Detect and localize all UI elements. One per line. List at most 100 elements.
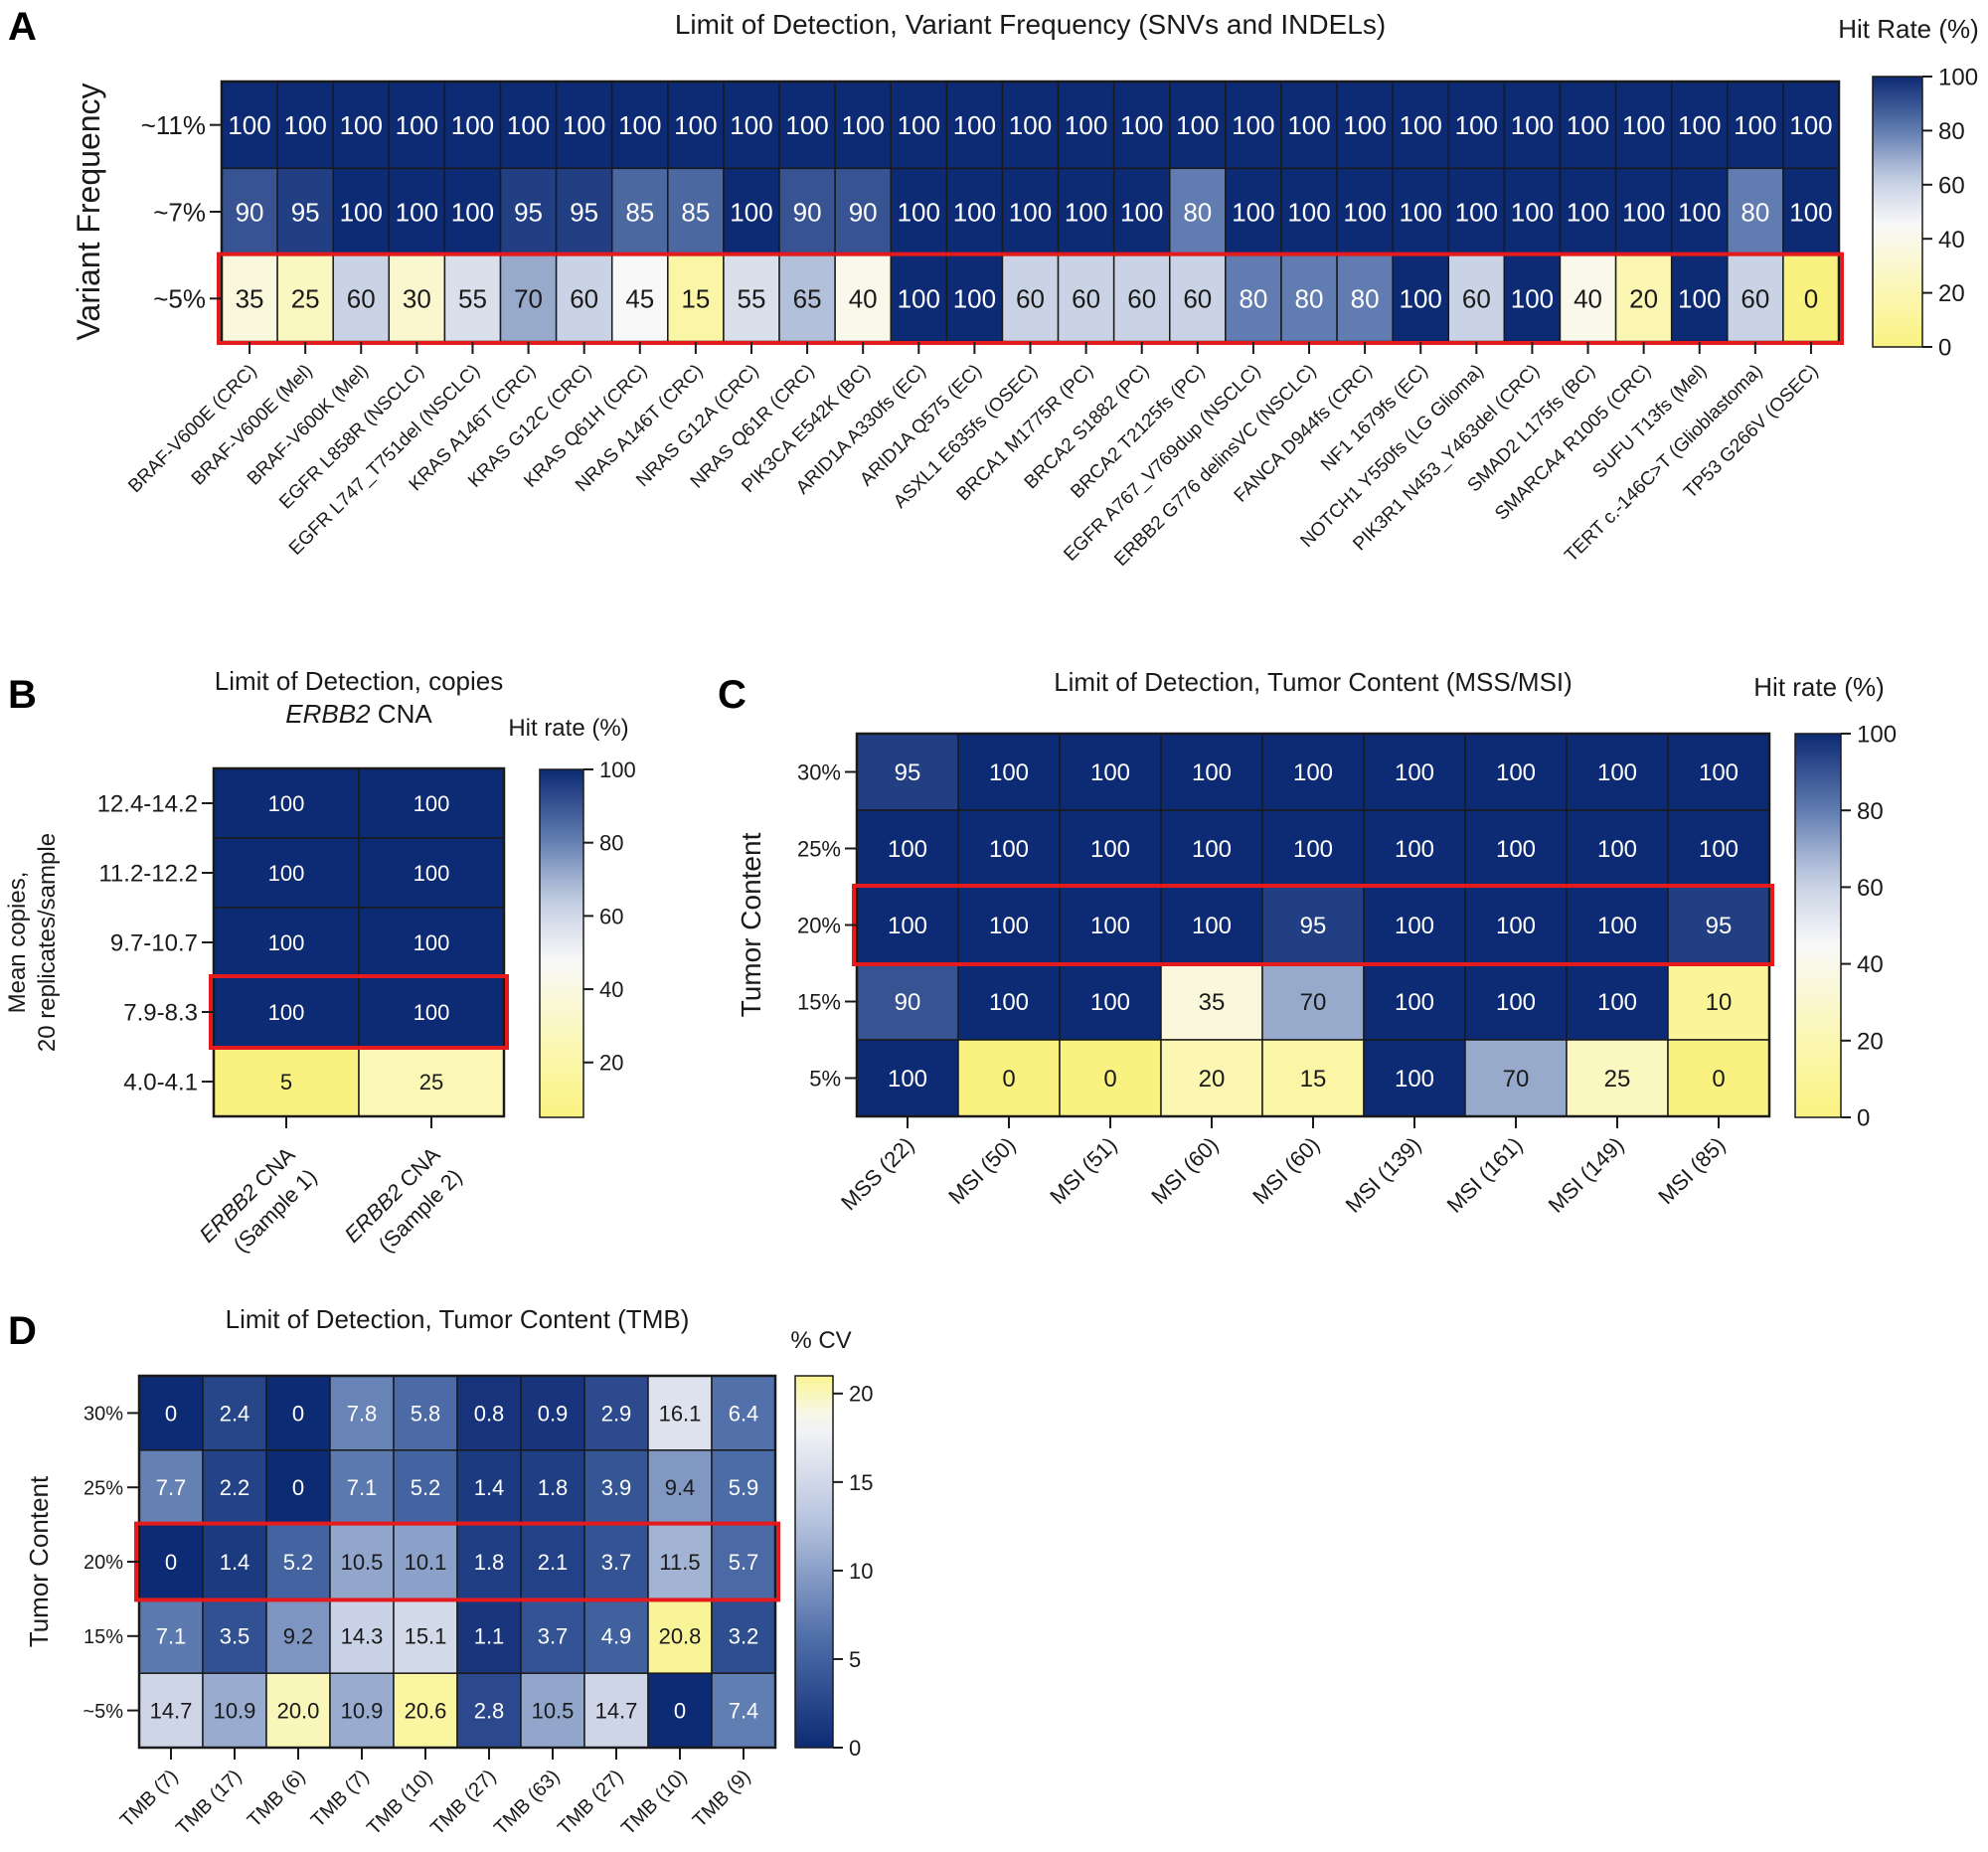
cell-value-label: 100 <box>1678 284 1721 314</box>
cell-value-label: 95 <box>514 197 543 227</box>
heatmap-cell <box>1169 167 1227 256</box>
cell-value-label: 0 <box>674 1699 686 1724</box>
heatmap-cell <box>723 167 780 256</box>
heatmap-cell <box>1112 253 1171 343</box>
y-axis-title: Tumor Content <box>736 832 766 1017</box>
column-label: MSI (60) <box>1247 1132 1324 1209</box>
cell-value-label: 100 <box>1293 759 1333 786</box>
cell-value-label: 60 <box>1462 284 1491 314</box>
cell-value-label: 100 <box>888 913 927 939</box>
heatmap-cell <box>1363 733 1466 811</box>
heatmap-cell <box>778 167 836 256</box>
cell-value-label: 100 <box>1699 836 1739 863</box>
heatmap-cell <box>834 81 892 170</box>
row-label: 20% <box>797 913 841 937</box>
heatmap-cell <box>1670 81 1729 170</box>
heatmap-cell <box>265 1672 331 1749</box>
heatmap-cell <box>138 1523 204 1600</box>
cell-value-label: 90 <box>895 989 921 1016</box>
cell-value-label: 100 <box>1293 836 1333 863</box>
cell-value-label: 100 <box>1734 110 1776 140</box>
row-label: 15% <box>797 989 841 1014</box>
cell-value-label: 10.5 <box>341 1550 384 1575</box>
column-label: TMB (9) <box>689 1766 755 1832</box>
heatmap-cell <box>1280 81 1338 170</box>
cell-value-label: 100 <box>268 930 305 955</box>
colorbar-tick-label: 0 <box>1938 335 1951 362</box>
heatmap-cell <box>1782 81 1840 170</box>
cell-value-label: 100 <box>888 836 927 863</box>
cell-value-label: 100 <box>1192 836 1232 863</box>
heatmap-cell <box>1160 809 1263 888</box>
heatmap-cell <box>1160 733 1263 811</box>
cell-value-label: 100 <box>268 1000 305 1025</box>
heatmap-cell <box>610 81 669 170</box>
cell-value-label: 20.6 <box>405 1699 447 1724</box>
cell-value-label: 100 <box>1395 836 1434 863</box>
heatmap-cell <box>1559 167 1617 256</box>
title-suffix: CNA <box>371 699 433 729</box>
row-label: 20% <box>83 1552 123 1574</box>
cell-value-label: 5.8 <box>411 1401 441 1426</box>
heatmap-cell <box>1057 81 1115 170</box>
cell-value-label: 95 <box>570 197 598 227</box>
cell-value-label: 9.4 <box>665 1475 696 1500</box>
heatmap-cell <box>583 1375 649 1451</box>
cell-value-label: 60 <box>347 284 376 314</box>
cell-value-label: 60 <box>1740 284 1769 314</box>
colorbar-tick-label: 0 <box>849 1736 861 1761</box>
heatmap-cell <box>1464 809 1568 888</box>
colorbar-tick-label: 100 <box>599 758 636 782</box>
row-label: 4.0-4.1 <box>123 1070 198 1096</box>
cell-value-label: 3.7 <box>538 1624 569 1649</box>
heatmap-cell <box>276 81 334 170</box>
heatmap-cell <box>1670 167 1729 256</box>
cell-value-label: 100 <box>888 1066 927 1093</box>
cell-value-label: 100 <box>674 110 717 140</box>
column-label: MSI (85) <box>1653 1132 1730 1209</box>
cell-value-label: 100 <box>1455 197 1498 227</box>
cell-value-label: 100 <box>989 989 1029 1016</box>
colorbar-tick-label: 60 <box>1938 172 1965 199</box>
cell-value-label: 100 <box>1400 197 1442 227</box>
cell-value-label: 100 <box>1395 1066 1434 1093</box>
cell-value-label: 80 <box>1239 284 1267 314</box>
colorbar-tick-label: 100 <box>1938 65 1978 91</box>
cell-value-label: 100 <box>1567 197 1609 227</box>
panel-c: C Limit of Detection, Tumor Content (MSS/… <box>718 667 1897 1218</box>
cell-value-label: 100 <box>1622 197 1665 227</box>
cell-value-label: 100 <box>1090 989 1130 1016</box>
cell-value-label: 5.2 <box>283 1550 314 1575</box>
cell-value-label: 7.8 <box>347 1401 378 1426</box>
colorbar-title: Hit Rate (%) <box>1838 14 1979 44</box>
cell-value-label: 100 <box>618 110 661 140</box>
heatmap-cell <box>778 253 836 343</box>
cell-value-label: 2.4 <box>220 1401 250 1426</box>
cell-value-label: 25 <box>1604 1066 1631 1093</box>
cell-value-label: 70 <box>514 284 543 314</box>
cell-value-label: 80 <box>1295 284 1324 314</box>
cell-value-label: 100 <box>1232 110 1274 140</box>
heatmap-cell <box>555 167 613 256</box>
cell-value-label: 10.9 <box>214 1699 256 1724</box>
column-label: TMB (17) <box>172 1766 246 1839</box>
cell-value-label: 7.7 <box>156 1475 187 1500</box>
heatmap-cell <box>329 1523 395 1600</box>
heatmap-cell <box>1363 886 1466 964</box>
colorbar-tick-label: 40 <box>599 977 623 1002</box>
heatmap-cell <box>265 1598 331 1674</box>
cell-value-label: 14.7 <box>595 1699 638 1724</box>
cell-value-label: 0 <box>1002 1066 1015 1093</box>
cell-value-label: 100 <box>1400 110 1442 140</box>
cell-value-label: 100 <box>989 759 1029 786</box>
cell-value-label: 100 <box>1597 836 1637 863</box>
cell-value-label: 80 <box>1183 197 1212 227</box>
cell-value-label: 100 <box>396 110 438 140</box>
cell-value-label: 100 <box>1511 284 1554 314</box>
colorbar-tick-label: 20 <box>599 1051 623 1076</box>
heatmap-cell <box>1261 1039 1365 1117</box>
cell-value-label: 7.4 <box>729 1699 759 1724</box>
cell-value-label: 100 <box>1789 110 1832 140</box>
cell-value-label: 100 <box>898 197 940 227</box>
